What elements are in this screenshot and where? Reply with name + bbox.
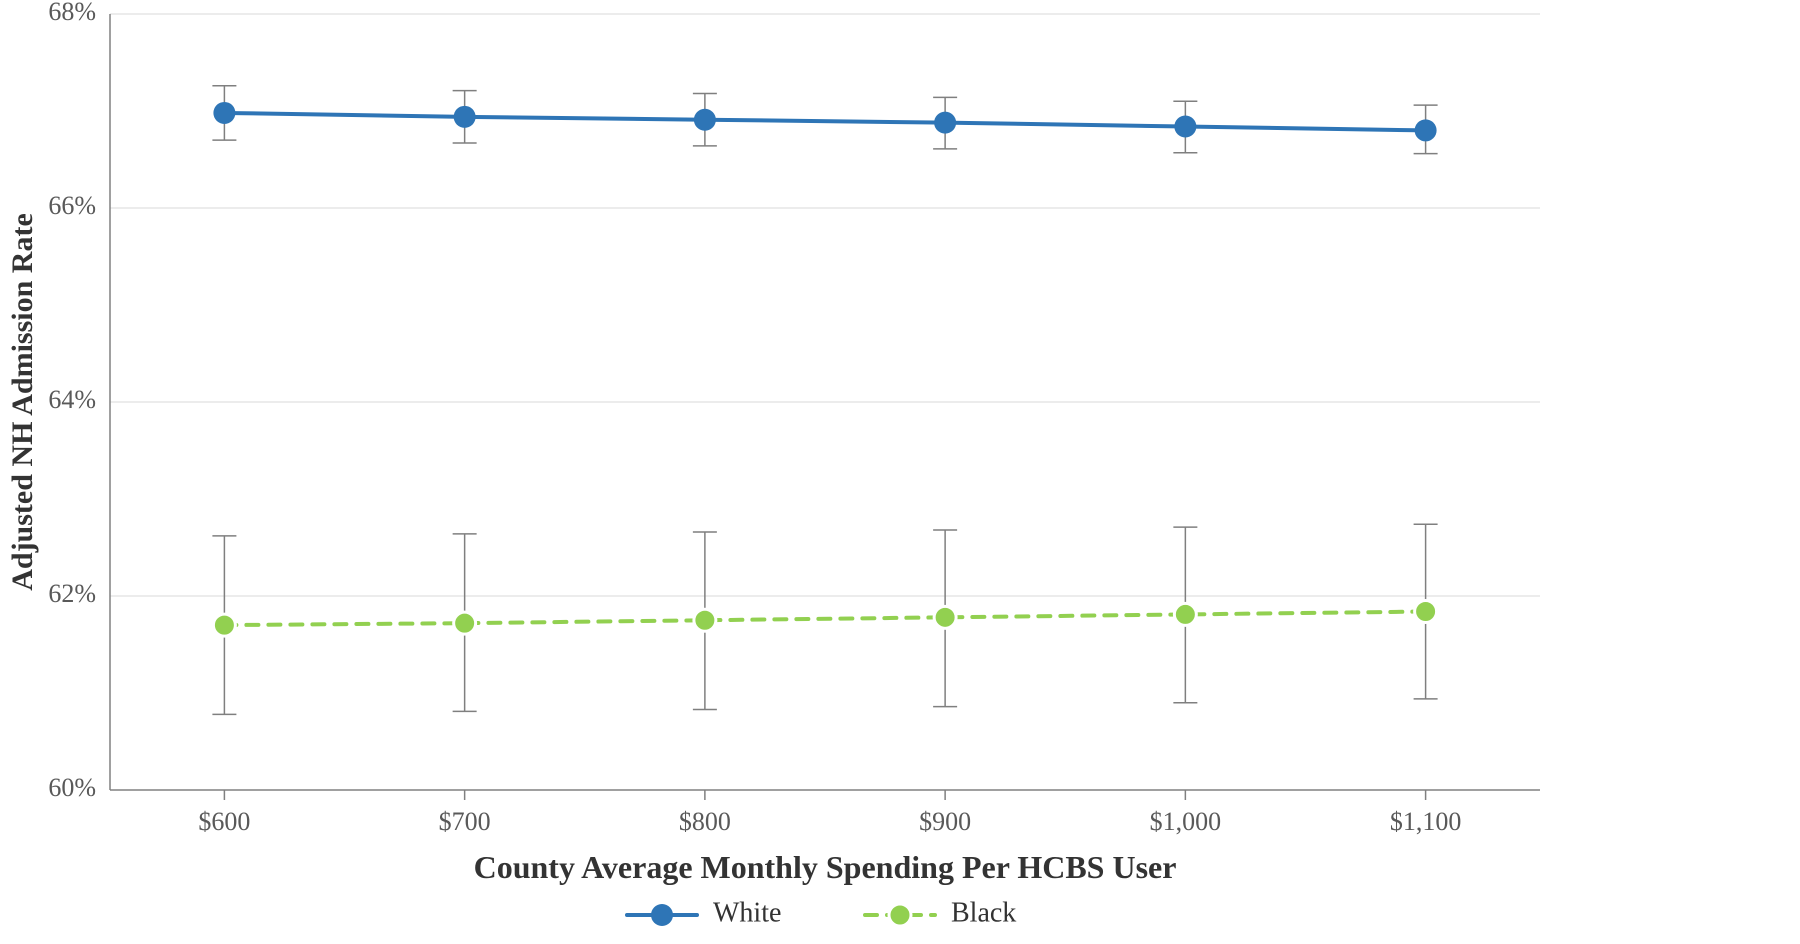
data-point bbox=[1174, 116, 1196, 138]
data-point bbox=[213, 614, 235, 636]
y-tick-label: 66% bbox=[48, 191, 96, 220]
data-point bbox=[694, 109, 716, 131]
x-tick-label: $800 bbox=[679, 807, 731, 836]
chart-container: 60% 62% 64% 66% 68% $600 $700 $800 $900 $1,000 $1,… bbox=[0, 0, 1800, 944]
data-point bbox=[694, 609, 716, 631]
data-point bbox=[454, 106, 476, 128]
y-axis-title: Adjusted NH Admission Rate bbox=[6, 213, 39, 591]
data-point bbox=[454, 612, 476, 634]
y-tick-label: 68% bbox=[48, 0, 96, 26]
data-point bbox=[934, 112, 956, 134]
y-tick-label: 64% bbox=[48, 385, 96, 414]
legend-label: Black bbox=[951, 897, 1016, 928]
data-point bbox=[213, 102, 235, 124]
y-tick-label: 60% bbox=[48, 773, 96, 802]
data-point bbox=[1415, 119, 1437, 141]
x-tick-label: $1,100 bbox=[1390, 807, 1462, 836]
y-tick-label: 62% bbox=[48, 579, 96, 608]
chart-background bbox=[0, 0, 1800, 944]
x-tick-label: $1,000 bbox=[1150, 807, 1222, 836]
x-tick-label: $900 bbox=[919, 807, 971, 836]
data-point bbox=[1174, 603, 1196, 625]
x-axis-title: County Average Monthly Spending Per HCBS… bbox=[474, 849, 1177, 885]
x-tick-label: $700 bbox=[439, 807, 491, 836]
line-chart: 60% 62% 64% 66% 68% $600 $700 $800 $900 $1,000 $1,… bbox=[0, 0, 1800, 944]
data-point bbox=[1415, 601, 1437, 623]
x-tick-label: $600 bbox=[198, 807, 250, 836]
data-point bbox=[934, 606, 956, 628]
legend-label: White bbox=[713, 897, 781, 928]
